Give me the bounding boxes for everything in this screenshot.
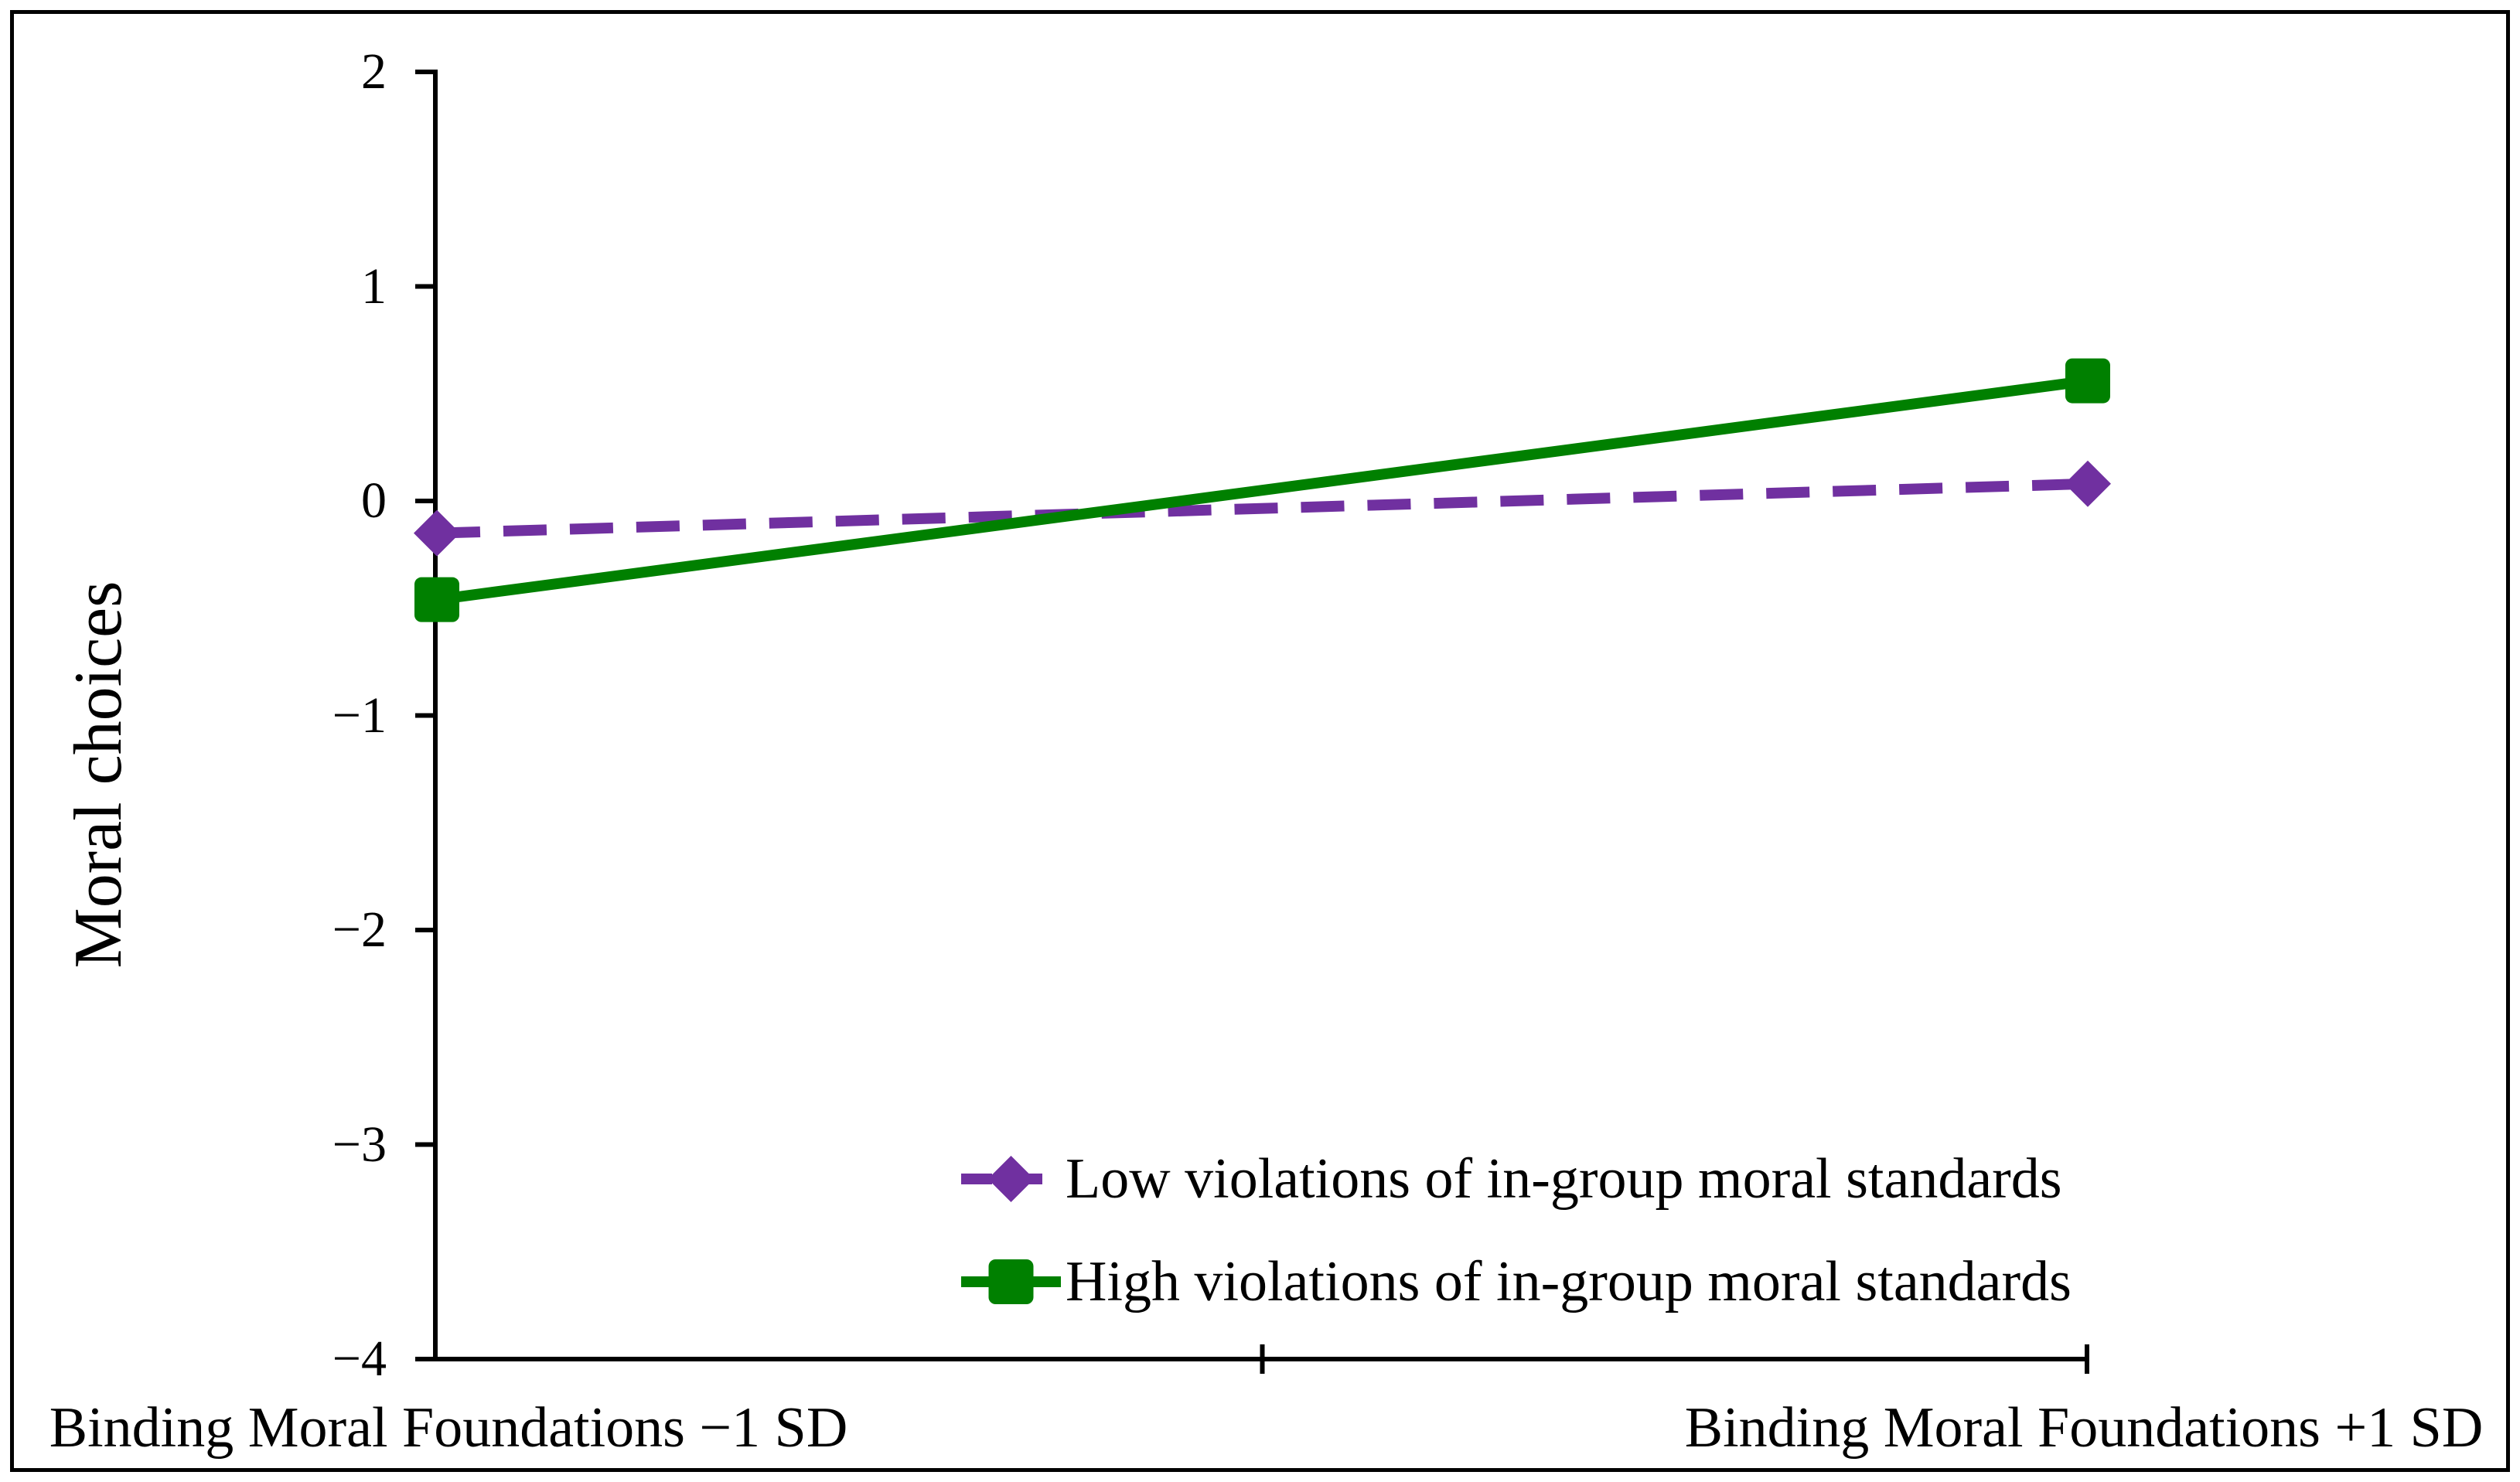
square-marker [2065, 358, 2110, 404]
x-axis-category-label-left: Binding Moral Foundations −1 SD [49, 1396, 848, 1460]
y-axis-tick-label: 1 [361, 257, 387, 315]
y-axis-tick-label: −2 [332, 901, 387, 958]
x-axis-category-label-right: Binding Moral Foundations +1 SD [1684, 1396, 2484, 1460]
series-high-line [436, 375, 2089, 605]
series-low-line [436, 478, 2089, 539]
y-axis-tick-label: 2 [361, 43, 387, 100]
y-axis-tick-label: −4 [332, 1330, 387, 1387]
y-axis-tick-label: −3 [332, 1116, 387, 1173]
legend-square-marker [988, 1259, 1034, 1304]
y-axis-tick-label: −1 [332, 686, 387, 744]
legend-label-low-violations: Low violations of in-group moral standar… [1066, 1147, 2062, 1211]
square-marker [414, 577, 459, 622]
diamond-marker [2065, 460, 2111, 507]
diamond-marker [414, 509, 460, 557]
figure-border [10, 10, 2510, 1472]
legend-diamond-marker [987, 1156, 1035, 1202]
y-axis-tick-label: 0 [361, 472, 387, 529]
legend-label-high-violations: High violations of in-group moral standa… [1066, 1250, 2072, 1313]
